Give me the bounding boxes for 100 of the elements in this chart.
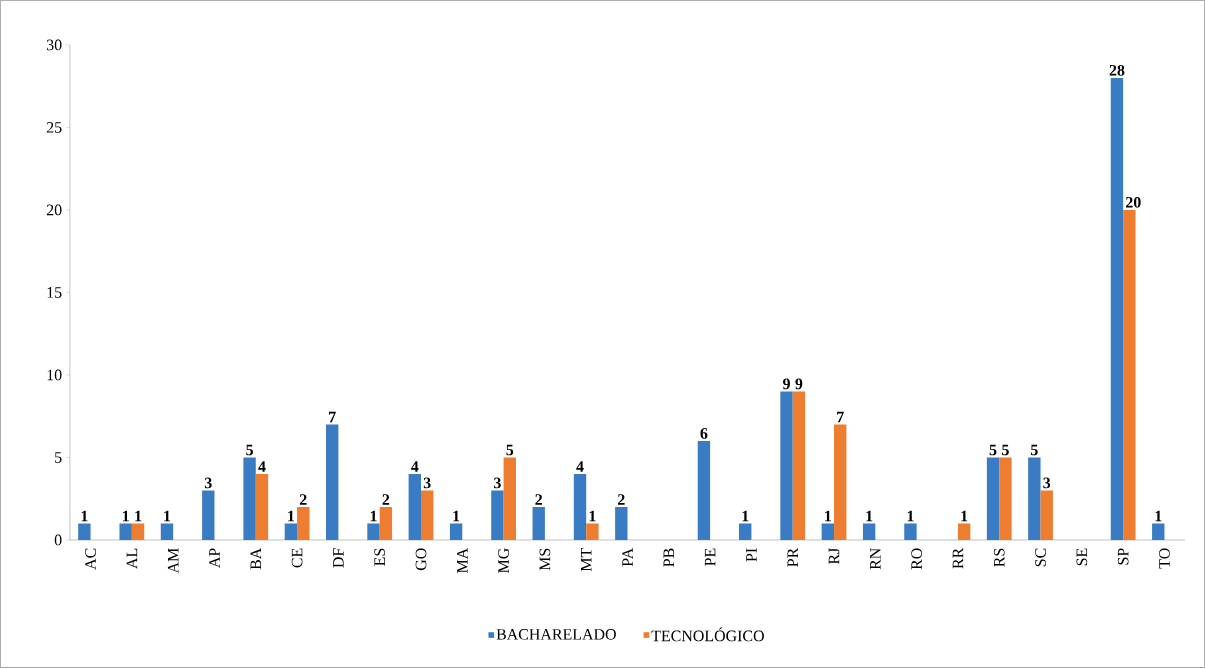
bar xyxy=(119,523,132,541)
x-tick-label: DF xyxy=(333,548,344,568)
x-tick-label: AL xyxy=(126,548,138,569)
y-tick-label: 0 xyxy=(54,534,62,546)
data-label: 7 xyxy=(837,411,844,423)
data-label: 5 xyxy=(1002,444,1009,456)
bar xyxy=(255,474,269,541)
bar xyxy=(491,490,504,541)
data-label: 7 xyxy=(329,411,336,423)
bar xyxy=(449,523,463,541)
bar xyxy=(1152,523,1165,541)
bar xyxy=(367,523,380,541)
x-tick-label: CE xyxy=(291,548,303,568)
y-tick-label: 25 xyxy=(46,122,62,133)
bar xyxy=(1123,209,1136,541)
bar xyxy=(420,490,434,541)
data-label: 1 xyxy=(961,510,968,522)
data-label: 6 xyxy=(700,428,708,439)
data-label: 1 xyxy=(589,510,596,522)
bar xyxy=(615,507,628,541)
bar xyxy=(999,457,1012,541)
bar xyxy=(503,457,516,541)
data-label: 2 xyxy=(299,494,307,505)
x-tick-label: RO xyxy=(911,548,922,570)
bar xyxy=(160,523,174,541)
bar xyxy=(284,523,298,541)
data-label: 1 xyxy=(907,510,914,522)
data-label: 5 xyxy=(1031,444,1038,456)
bar xyxy=(792,391,806,541)
bar xyxy=(1040,490,1053,541)
data-label: 4 xyxy=(576,461,584,472)
data-label: 5 xyxy=(989,444,997,456)
data-label: 1 xyxy=(742,510,749,522)
bar xyxy=(532,507,545,541)
data-label: 3 xyxy=(204,477,212,489)
data-label: 1 xyxy=(370,510,377,522)
legend-label: TECNOLÓGICO xyxy=(651,627,764,642)
x-tick-label: ES xyxy=(374,548,386,566)
data-label: 20 xyxy=(1126,197,1141,208)
data-label: 3 xyxy=(494,477,501,489)
data-label: 1 xyxy=(122,510,129,522)
bar xyxy=(408,474,421,541)
bar xyxy=(904,523,917,541)
bar xyxy=(325,424,339,541)
data-label: 5 xyxy=(246,444,253,456)
bar xyxy=(78,523,91,541)
bar xyxy=(780,391,793,541)
bar xyxy=(697,441,711,541)
x-tick-label: SC xyxy=(1035,548,1046,567)
x-tick-label: MS xyxy=(539,548,551,571)
data-label: 2 xyxy=(382,494,390,505)
data-label: 5 xyxy=(506,444,514,456)
bar xyxy=(297,507,310,541)
x-tick-label: SE xyxy=(1076,548,1088,566)
bar xyxy=(1110,77,1124,541)
bar xyxy=(986,457,1000,541)
bar xyxy=(573,474,587,541)
x-tick-label: PE xyxy=(704,548,716,566)
data-label: 1 xyxy=(866,510,873,522)
x-tick-label: AP xyxy=(209,548,220,569)
bar xyxy=(1028,457,1041,541)
y-tick-label: 20 xyxy=(46,204,62,216)
bar xyxy=(821,523,835,541)
bar xyxy=(202,490,215,541)
bar xyxy=(862,523,876,541)
bar xyxy=(957,523,971,541)
bar xyxy=(739,523,752,541)
bar xyxy=(379,507,393,541)
x-tick-label: GO xyxy=(415,548,427,571)
x-tick-label: RS xyxy=(993,548,1005,567)
bar xyxy=(243,457,256,541)
x-tick-label: PR xyxy=(787,547,798,567)
y-tick-label: 30 xyxy=(46,39,62,51)
x-tick-label: PA xyxy=(622,547,633,567)
data-label: 1 xyxy=(288,510,295,522)
x-tick-label: PB xyxy=(663,548,675,567)
x-tick-label: MA xyxy=(457,547,468,574)
x-tick-label: RN xyxy=(870,548,881,570)
data-label: 1 xyxy=(825,510,831,522)
x-tick-label: RJ xyxy=(828,548,840,565)
y-tick-label: 5 xyxy=(55,452,62,463)
x-tick-label: MT xyxy=(580,548,592,572)
x-tick-label: BA xyxy=(250,547,262,570)
y-tick-label: 10 xyxy=(47,369,62,381)
bar xyxy=(834,424,847,541)
data-label: 1 xyxy=(135,510,142,522)
x-tick-label: TO xyxy=(1159,548,1170,569)
legend-label: BACHARELADO xyxy=(496,629,616,640)
data-label: 3 xyxy=(1043,477,1051,489)
data-label: 9 xyxy=(795,378,803,390)
x-tick-label: AC xyxy=(85,548,96,570)
x-tick-label: RR xyxy=(952,547,964,569)
data-label: 3 xyxy=(423,477,431,489)
bar xyxy=(131,523,145,541)
data-label: 1 xyxy=(164,510,171,522)
data-label: 4 xyxy=(258,461,266,472)
y-tick-label: 15 xyxy=(47,287,62,298)
x-tick-label: MG xyxy=(498,548,509,574)
x-tick-label: PI xyxy=(746,548,757,562)
data-label: 28 xyxy=(1109,65,1125,76)
